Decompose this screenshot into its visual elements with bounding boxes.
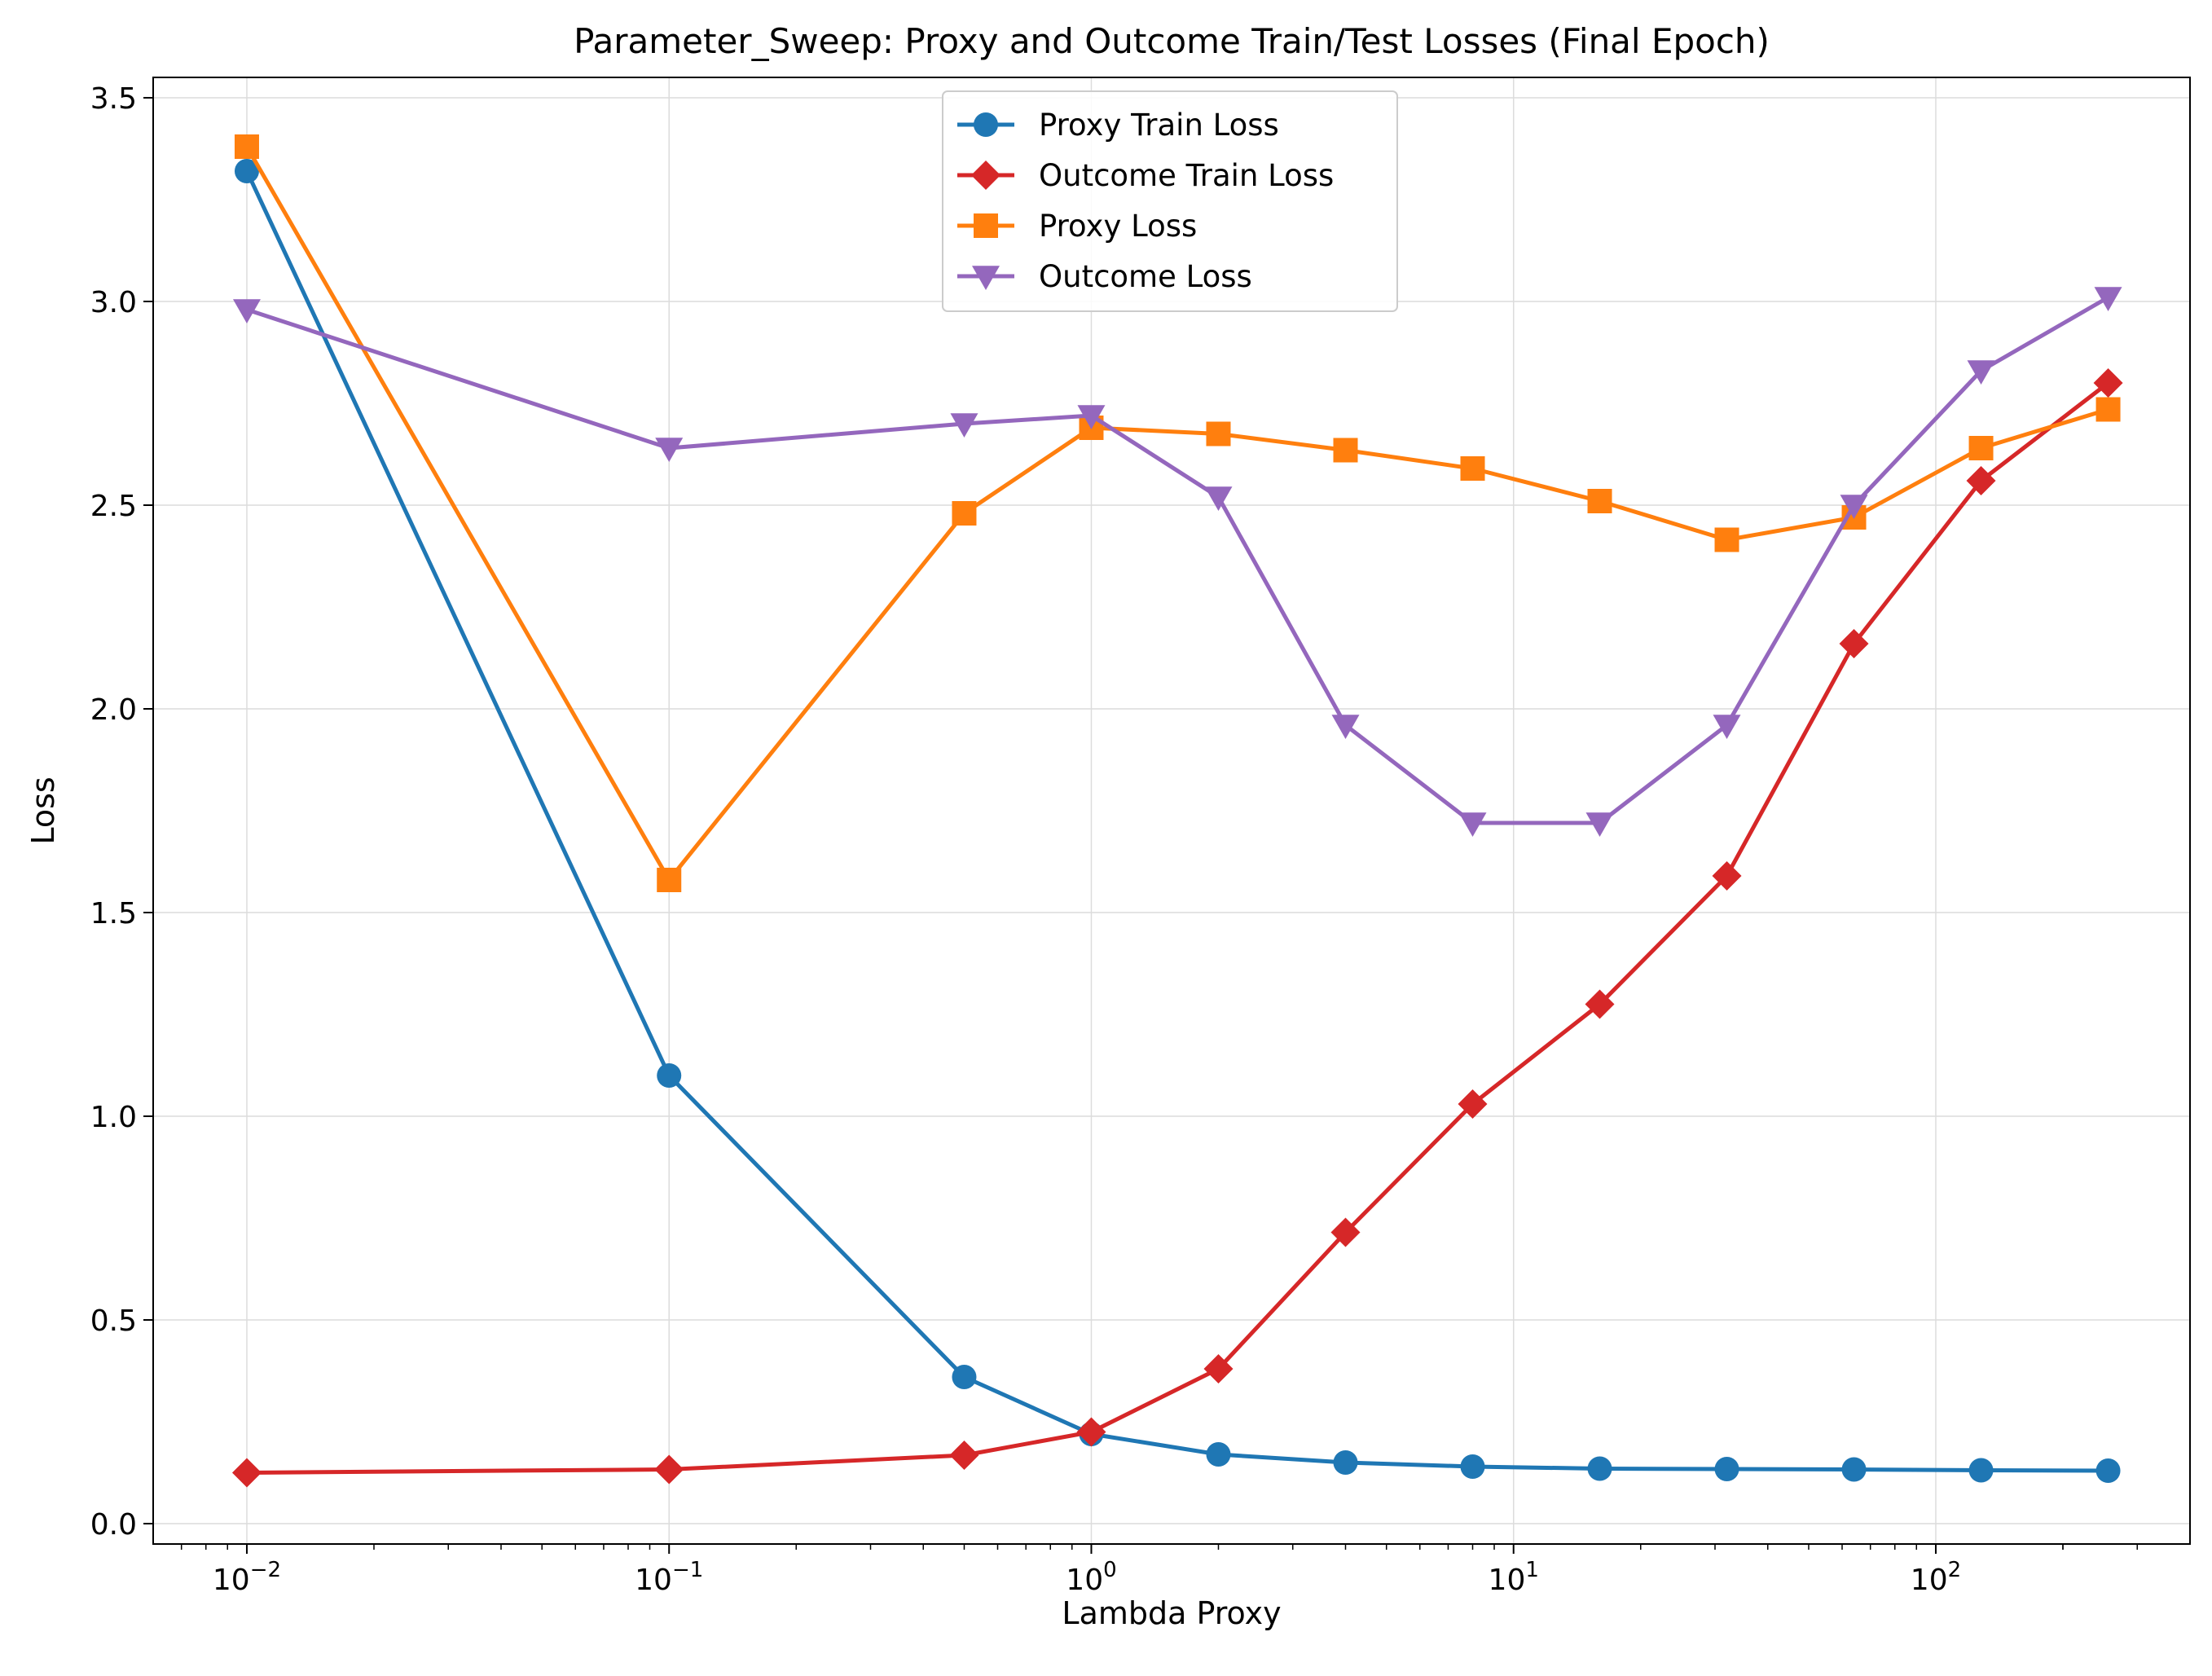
y-axis-label: Loss — [25, 776, 61, 844]
data-point — [952, 501, 977, 526]
legend-marker — [971, 161, 1000, 190]
legend-marker — [972, 266, 1000, 290]
data-point — [1714, 527, 1739, 552]
legend-label: Proxy Loss — [1039, 209, 1197, 244]
chart-title: Parameter_Sweep: Proxy and Outcome Train… — [574, 21, 1770, 61]
series-outcome-train-loss — [231, 368, 2123, 1488]
data-point — [657, 868, 682, 892]
data-point — [654, 1454, 684, 1485]
legend-marker — [974, 213, 998, 238]
data-point — [949, 1441, 979, 1470]
series-layer — [231, 134, 2123, 1488]
data-point — [1713, 715, 1741, 739]
legend-label: Proxy Train Loss — [1039, 108, 1279, 143]
legend-marker — [974, 112, 998, 137]
y-tick-label: 1.5 — [90, 897, 137, 930]
y-tick-label: 3.5 — [90, 82, 137, 116]
legend-label: Outcome Loss — [1039, 259, 1252, 294]
ticks: 0.0 0.5 1.0 1.5 2.0 2.5 3.0 3.5 10−2 10−1 100 101 10… — [90, 82, 2139, 1597]
y-tick-label: 2.5 — [90, 490, 137, 523]
y-tick-label: 1.0 — [90, 1101, 137, 1134]
data-point — [1585, 812, 1614, 837]
data-point — [1839, 629, 1869, 658]
data-point — [1968, 1458, 1994, 1483]
plot-frame — [152, 77, 2191, 1545]
data-point — [2094, 287, 2122, 311]
data-point — [1460, 1454, 1485, 1479]
series-line — [246, 295, 2109, 825]
data-point — [1330, 1217, 1361, 1247]
series-line — [246, 381, 2110, 1475]
x-tick-label: 101 — [1489, 1558, 1539, 1597]
data-point — [952, 1365, 977, 1389]
data-point — [1966, 466, 1996, 495]
legend-item: Outcome Loss — [957, 259, 1252, 294]
data-point — [1331, 715, 1360, 739]
data-point — [1458, 1089, 1488, 1119]
data-point — [2095, 1458, 2121, 1483]
data-point — [1840, 495, 1868, 519]
data-point — [1460, 456, 1485, 481]
series-line — [244, 169, 2109, 1473]
series-line — [244, 145, 2109, 882]
data-point — [1076, 1417, 1106, 1447]
data-point — [657, 1063, 682, 1088]
legend-item: Proxy Train Loss — [957, 108, 1279, 143]
x-tick-label: 102 — [1911, 1558, 1961, 1597]
legend: Proxy Train Loss Outcome Train Loss Proxy … — [942, 90, 1398, 312]
data-point — [1967, 360, 1995, 385]
legend-item: Outcome Train Loss — [957, 158, 1334, 193]
data-point — [234, 134, 259, 159]
data-point — [2093, 368, 2123, 398]
data-point — [1841, 1457, 1867, 1482]
data-point — [234, 159, 259, 183]
legend-item: Proxy Loss — [957, 209, 1197, 244]
data-point — [1206, 1442, 1231, 1467]
data-point — [232, 299, 261, 323]
data-point — [2095, 397, 2121, 422]
data-point — [1204, 486, 1233, 511]
data-point — [1333, 438, 1358, 463]
legend-box — [942, 90, 1398, 312]
x-tick-label: 10−1 — [635, 1558, 703, 1597]
y-tick-label: 0.5 — [90, 1304, 137, 1338]
y-tick-label: 0.0 — [90, 1508, 137, 1542]
data-point — [1206, 421, 1231, 446]
data-point — [231, 1458, 262, 1488]
data-point — [1968, 436, 1994, 460]
data-point — [1587, 489, 1612, 513]
y-tick-label: 3.0 — [90, 286, 137, 319]
data-point — [1714, 1457, 1739, 1481]
y-tick-label: 2.0 — [90, 693, 137, 727]
data-point — [950, 413, 978, 438]
data-point — [1712, 861, 1742, 891]
data-point — [1077, 405, 1106, 429]
data-point — [655, 438, 684, 462]
data-point — [1333, 1450, 1358, 1475]
data-point — [1585, 989, 1615, 1019]
data-point — [1203, 1354, 1234, 1383]
legend-label: Outcome Train Loss — [1039, 158, 1334, 193]
x-tick-label: 10−2 — [213, 1558, 281, 1597]
data-point — [1587, 1456, 1612, 1481]
series-outcome-loss — [232, 287, 2122, 837]
x-tick-label: 100 — [1066, 1558, 1116, 1597]
x-axis-label: Lambda Proxy — [1062, 1595, 1281, 1631]
data-point — [1458, 812, 1487, 837]
